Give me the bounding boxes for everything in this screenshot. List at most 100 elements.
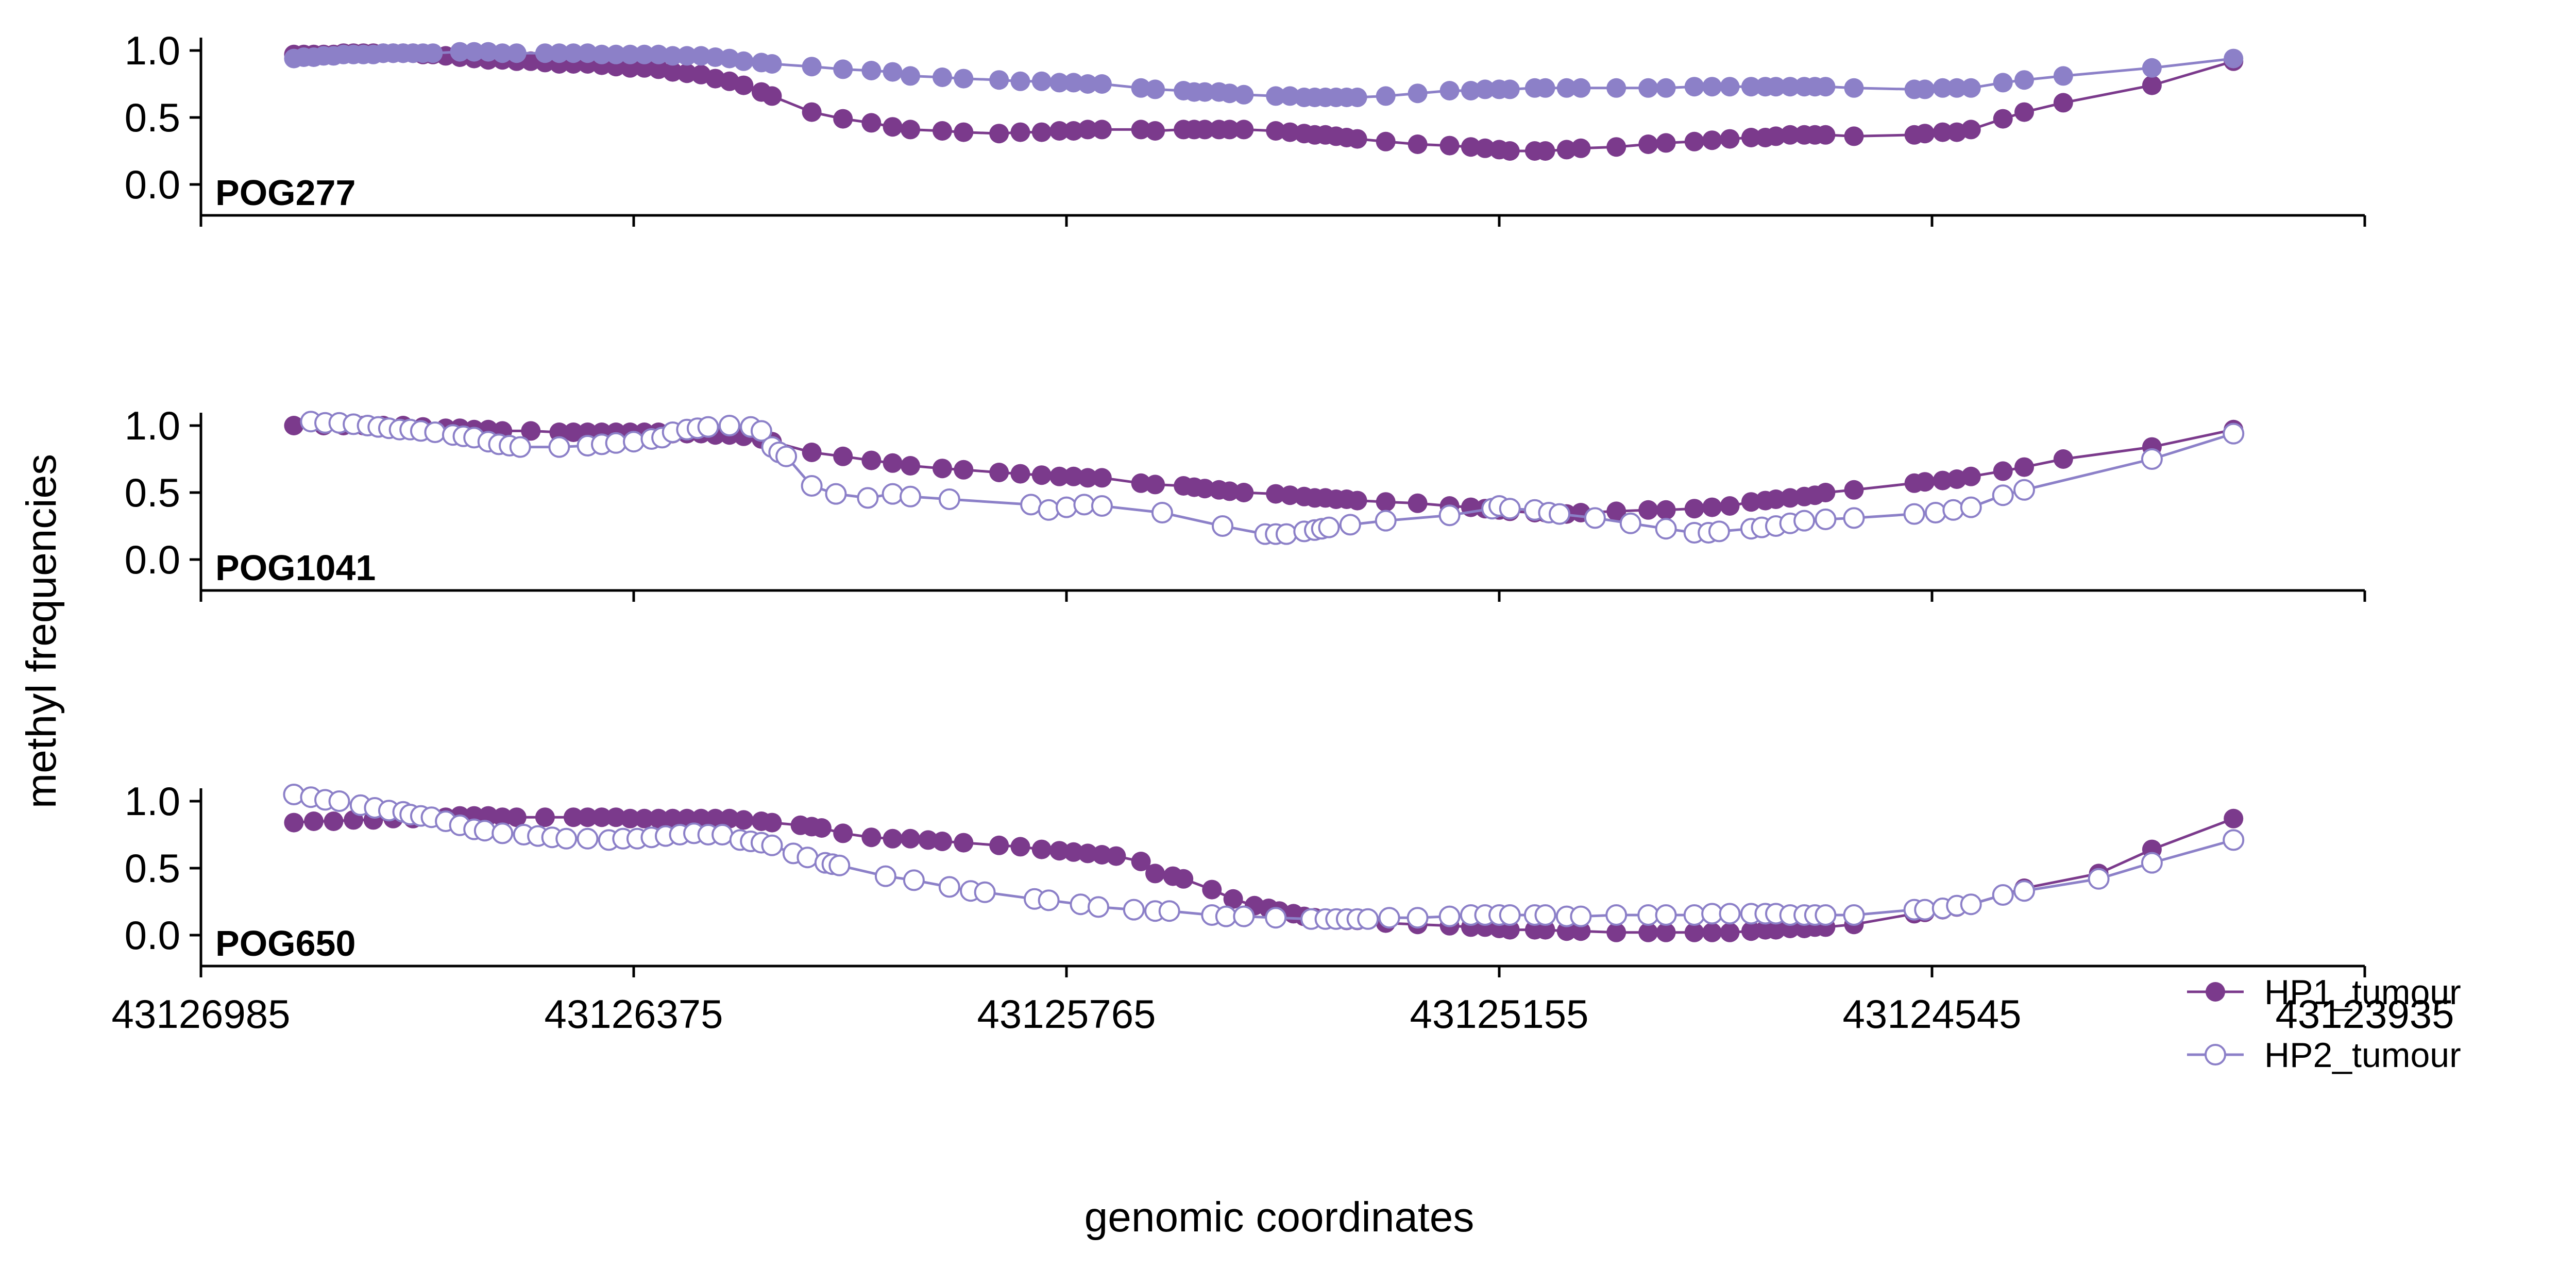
data-point xyxy=(1266,121,1286,141)
data-point xyxy=(1606,501,1626,521)
data-point xyxy=(833,59,853,79)
data-point xyxy=(1499,904,1521,926)
data-point xyxy=(677,46,697,66)
x-tick-label: 43126985 xyxy=(111,991,290,1037)
data-point xyxy=(605,432,627,454)
data-point xyxy=(762,813,782,833)
data-point xyxy=(1031,122,1052,142)
data-point xyxy=(606,44,626,64)
data-point xyxy=(861,61,882,80)
y-tick-label: 1.0 xyxy=(125,28,180,73)
data-point xyxy=(450,42,470,62)
x-tick-label: 43124545 xyxy=(1842,991,2021,1037)
data-point xyxy=(883,828,903,849)
legend-item-hp1-tumour: HP1_tumour xyxy=(2187,973,2461,1012)
data-point xyxy=(718,415,740,436)
data-point xyxy=(1439,136,1460,156)
data-point xyxy=(1376,131,1396,151)
y-axis-title: methyl frequencies xyxy=(18,454,65,808)
data-point xyxy=(1461,81,1481,100)
y-tick-label: 1.0 xyxy=(125,779,180,824)
panel-pog650: 0.0 0.5 1.0 43126985 43126375 43125765 4312515… xyxy=(111,779,2454,1037)
data-point xyxy=(954,69,974,89)
data-point xyxy=(1347,88,1367,107)
data-point xyxy=(1202,879,1222,900)
data-point xyxy=(1638,134,1658,154)
data-point xyxy=(1656,78,1676,98)
data-point xyxy=(734,75,754,95)
data-point xyxy=(874,865,896,887)
data-point xyxy=(1280,485,1300,505)
data-point xyxy=(1376,86,1396,106)
data-point xyxy=(1933,470,1953,490)
data-point xyxy=(1078,468,1098,488)
data-point xyxy=(649,44,669,64)
data-point xyxy=(1816,483,1836,502)
data-point xyxy=(828,854,851,876)
data-point xyxy=(1815,509,1837,530)
data-point xyxy=(1655,904,1677,926)
series-hp2-tumour xyxy=(283,784,2245,930)
data-point xyxy=(1151,502,1173,523)
data-point xyxy=(1234,483,1254,502)
data-point xyxy=(1195,479,1215,499)
data-point xyxy=(1145,475,1165,495)
data-point xyxy=(1063,73,1083,93)
data-point xyxy=(493,807,513,827)
data-point xyxy=(634,58,654,78)
data-point xyxy=(2053,449,2073,469)
data-point xyxy=(989,835,1009,855)
data-point xyxy=(1475,138,1495,158)
data-point xyxy=(1702,130,1722,150)
data-point xyxy=(1438,504,1461,527)
panel-label: POG650 xyxy=(215,923,355,963)
data-point xyxy=(1535,78,1555,98)
data-point xyxy=(802,443,822,462)
data-point xyxy=(989,70,1009,90)
data-point xyxy=(861,113,882,133)
data-point xyxy=(1766,920,1786,940)
data-point xyxy=(1915,79,1935,99)
data-point xyxy=(1339,514,1361,536)
data-point xyxy=(1903,503,1925,525)
data-point xyxy=(697,416,719,438)
data-point xyxy=(1092,120,1112,140)
data-point xyxy=(549,43,569,63)
data-point xyxy=(1408,493,1428,513)
panel-label: POG1041 xyxy=(215,548,376,588)
data-point xyxy=(1766,489,1786,509)
data-point xyxy=(578,807,598,827)
data-point xyxy=(974,881,996,903)
data-point xyxy=(1961,466,1981,486)
data-point xyxy=(1215,905,1237,927)
data-point xyxy=(900,485,921,507)
data-point xyxy=(1702,497,1722,517)
data-point xyxy=(578,43,598,63)
legend-label: HP1_tumour xyxy=(2264,973,2461,1012)
data-point xyxy=(1408,134,1428,154)
data-point xyxy=(1915,124,1935,144)
data-point xyxy=(711,824,734,845)
data-point xyxy=(1500,79,1520,99)
data-point xyxy=(1924,502,1946,523)
data-point xyxy=(549,422,569,442)
data-point xyxy=(1219,83,1240,104)
data-point xyxy=(424,421,446,443)
data-point xyxy=(663,808,683,828)
data-point xyxy=(1049,466,1070,486)
data-point xyxy=(1556,140,1577,160)
data-point xyxy=(1223,889,1243,909)
data-point xyxy=(762,54,782,74)
data-point xyxy=(705,808,725,828)
data-point xyxy=(564,422,583,442)
data-point xyxy=(1570,905,1592,927)
data-point xyxy=(861,827,882,848)
data-point xyxy=(933,459,952,479)
data-point xyxy=(509,436,531,458)
data-point xyxy=(1701,903,1723,925)
data-point xyxy=(1683,904,1705,926)
data-point xyxy=(1684,77,1704,97)
data-point xyxy=(1280,122,1300,142)
data-point xyxy=(1092,845,1112,865)
data-point xyxy=(883,117,903,137)
